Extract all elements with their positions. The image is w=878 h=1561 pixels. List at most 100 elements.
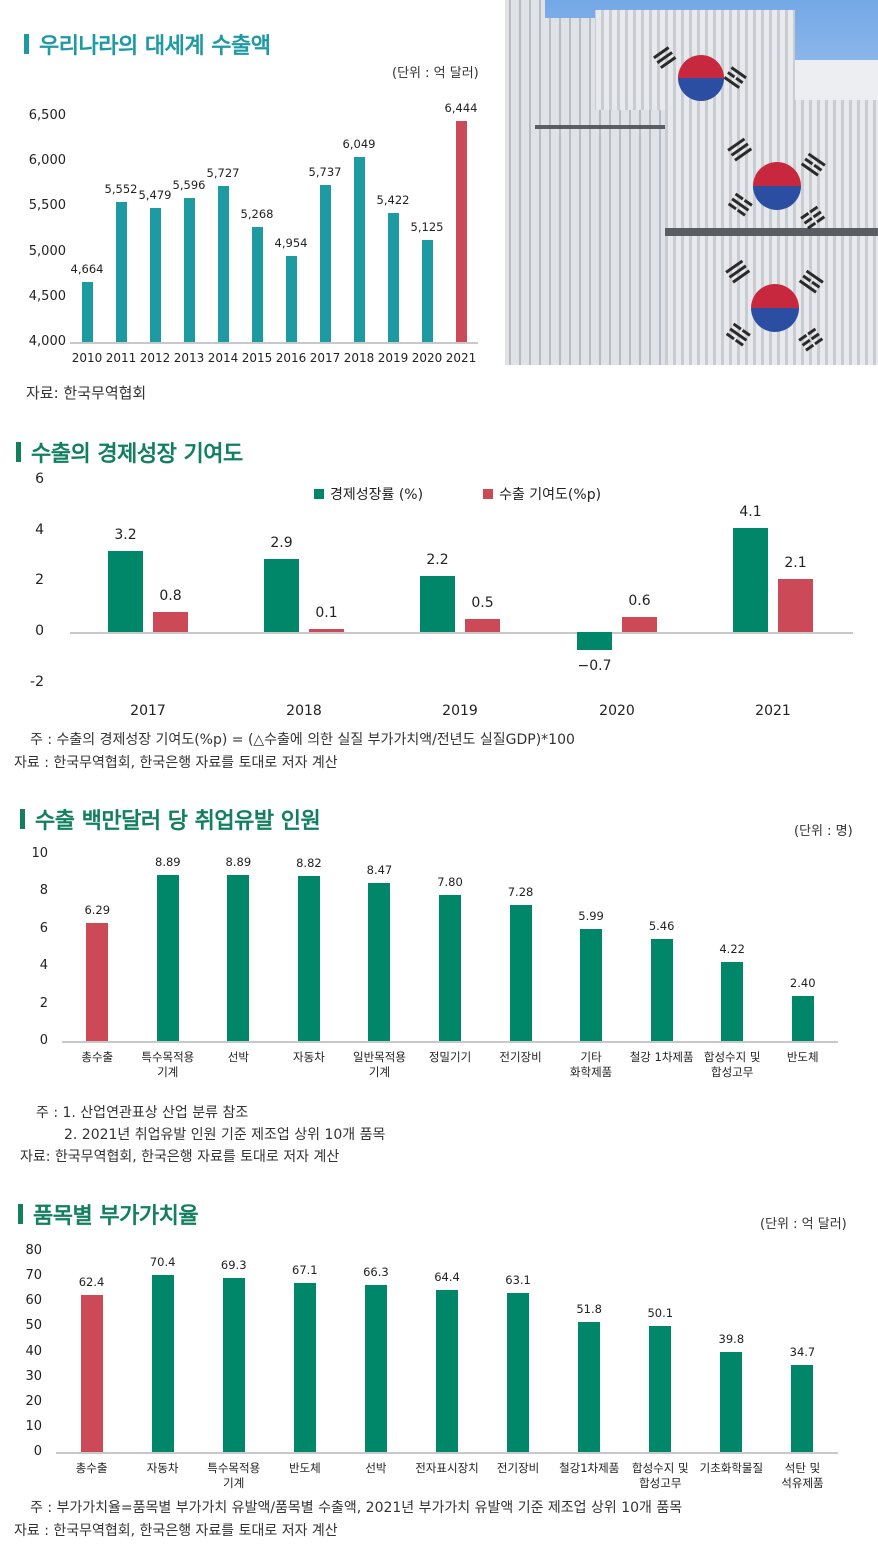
bar: [509, 904, 532, 1041]
x-category-label: 2019: [442, 703, 478, 719]
x-category-label: 2016: [275, 351, 307, 365]
bar: [421, 240, 433, 342]
x-category-label: 합성수지 및 합성고무: [703, 1050, 761, 1079]
value-added-ratio-chart: 80 70 60 50 40 30 20 10 0 62.4 총수출 70.4 자동차 69.3 특수목적용…: [0, 1240, 878, 1495]
x-category-label: 반도체: [786, 1050, 819, 1064]
x-category-label: 2017: [309, 351, 341, 365]
title-marker-icon: [18, 1204, 23, 1224]
bar: [720, 1352, 743, 1452]
bar: [297, 876, 320, 1041]
bar: [217, 185, 229, 342]
bar-value-label: 66.3: [363, 1265, 389, 1280]
y-tick-label: 10: [25, 1418, 42, 1434]
y-tick-label: 0: [35, 623, 44, 639]
bar: [455, 121, 467, 342]
x-category-label: 특수목적용 기계: [141, 1050, 195, 1079]
bar-value-label: 6,444: [444, 101, 478, 116]
x-category-label: 정밀기기: [428, 1050, 472, 1064]
growth-bar: [108, 551, 143, 632]
employment-inducement-chart: 10 8 6 4 2 0 6.29 총수출 8.89 특수목적용 기계 8.89 선박 8.82 자동차 8…: [0, 840, 878, 1090]
y-tick-label: 4,500: [28, 288, 66, 304]
y-tick-label: 4,000: [28, 334, 66, 349]
contribution-value-label: 2.1: [784, 554, 807, 571]
bar-value-label: 4,664: [70, 261, 104, 276]
x-category-label: 2018: [286, 703, 322, 719]
growth-bar: [733, 528, 768, 632]
bar-value-label: 69.3: [220, 1257, 247, 1272]
bar-value-label: 6,049: [342, 136, 376, 151]
bar: [353, 156, 365, 342]
y-tick-label: 6,000: [28, 153, 66, 169]
bar-value-label: 5,479: [138, 188, 172, 203]
bar-value-label: 64.4: [434, 1270, 460, 1285]
bar-value-label: 39.8: [718, 1332, 745, 1346]
bar-value-label: 7.28: [507, 884, 534, 899]
y-tick-label: 6: [35, 471, 44, 488]
section4-unit: (단위 : 억 달러): [760, 1217, 847, 1232]
y-tick-label: 4: [39, 958, 48, 974]
x-category-label: 2021: [755, 703, 791, 719]
section3-source: 자료: 한국무역협회, 한국은행 자료를 토대로 저자 계산: [20, 1149, 340, 1165]
growth-value-label: 4.1: [739, 504, 762, 521]
y-tick-label: 30: [25, 1368, 42, 1384]
bar-value-label: 5.99: [578, 908, 604, 923]
y-tick-label: 20: [25, 1393, 42, 1409]
x-category-label: 철강1차제품: [559, 1461, 620, 1475]
bar-value-label: 63.1: [505, 1273, 531, 1288]
title-marker-icon: [20, 809, 25, 829]
bar-value-label: 5,268: [240, 207, 274, 222]
y-tick-label: 2: [39, 995, 48, 1011]
growth-value-label: 3.2: [114, 527, 137, 544]
contribution-value-label: 0.1: [315, 605, 338, 622]
bar: [319, 184, 331, 342]
section2-note: 주 : 수출의 경제성장 기여도(%p) = (△수출에 의한 실질 부가가치액…: [30, 732, 575, 748]
section4-title-text: 품목별 부가가치율: [33, 1204, 199, 1229]
y-tick-label: 6: [39, 920, 48, 936]
legend-growth-label: 경제성장률 (%): [330, 487, 424, 503]
section3-note1: 주 : 1. 산업연관표상 산업 분류 참조: [36, 1105, 249, 1121]
bar-value-label: 5,596: [172, 177, 206, 192]
y-tick-label: 0: [33, 1444, 42, 1459]
growth-bar: [264, 558, 299, 632]
bar: [251, 227, 263, 342]
bar-value-label: 6.29: [84, 903, 111, 918]
y-tick-label: 10: [31, 846, 48, 861]
bar: [578, 1321, 601, 1452]
bar-value-label: 5,727: [206, 165, 240, 180]
y-tick-label: 2: [35, 572, 44, 589]
y-tick-label: 6,500: [28, 108, 66, 123]
title-marker-icon: [24, 34, 29, 54]
growth-bar: [420, 576, 455, 632]
bar: [649, 1326, 672, 1452]
bar: [507, 1293, 530, 1452]
bar: [387, 213, 399, 342]
bar-value-label: 2.40: [789, 976, 816, 991]
x-category-label: 2019: [377, 351, 409, 365]
y-tick-label: 50: [25, 1318, 42, 1334]
bar-value-label: 5,125: [410, 220, 444, 235]
bar: [436, 1290, 458, 1452]
x-category-label: 2010: [71, 351, 103, 365]
legend-swatch-icon: [314, 489, 324, 499]
korea-flag-container-photo: [505, 0, 878, 365]
bar-value-label: 8.47: [366, 862, 393, 877]
section3-title: 수출 백만달러 당 취업유발 인원: [20, 803, 321, 835]
section3-unit: (단위 : 명): [794, 824, 853, 839]
contribution-value-label: 0.8: [159, 587, 182, 604]
contribution-bar: [153, 611, 188, 632]
x-category-label: 2017: [130, 703, 166, 719]
x-category-label: 합성수지 및 합성고무: [631, 1461, 689, 1490]
contribution-bar: [309, 629, 344, 632]
section2-title-text: 수출의 경제성장 기여도: [31, 442, 243, 467]
x-category-label: 반도체: [288, 1461, 321, 1475]
bar-value-label: 5.46: [648, 918, 675, 933]
bar: [791, 996, 814, 1041]
contribution-value-label: 0.5: [471, 595, 494, 612]
section1-title-text: 우리나라의 대세계 수출액: [39, 34, 271, 59]
bar: [149, 208, 161, 342]
section2-title: 수출의 경제성장 기여도: [16, 436, 243, 468]
title-marker-icon: [16, 442, 21, 462]
y-tick-label: -2: [30, 673, 44, 690]
x-axis-line: [70, 342, 478, 344]
x-category-label: 기타 화학제품: [569, 1050, 613, 1079]
